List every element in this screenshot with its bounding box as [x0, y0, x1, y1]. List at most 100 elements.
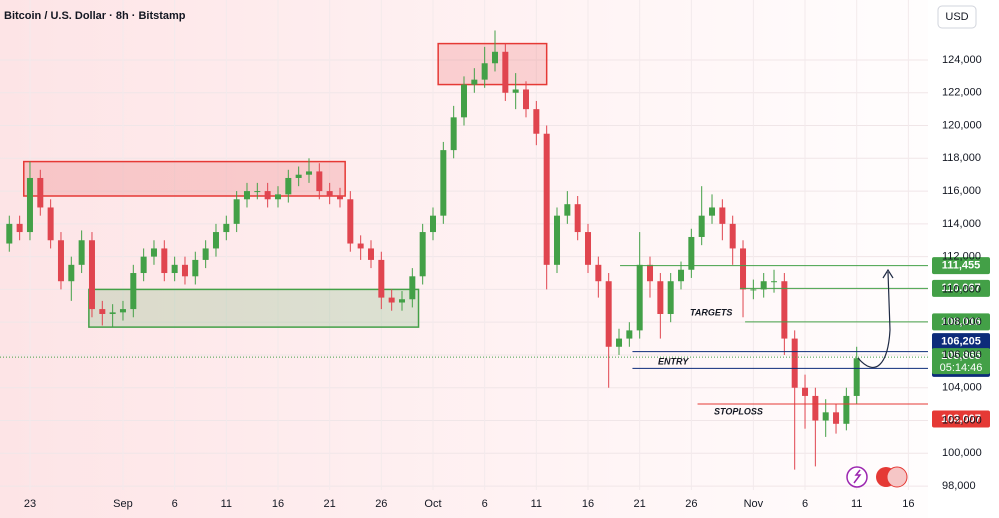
candle-body	[161, 248, 168, 274]
candle-body	[336, 196, 343, 200]
candle-body	[347, 199, 354, 244]
candle-body	[254, 191, 261, 193]
candle-body	[471, 79, 478, 85]
candle-body	[502, 51, 509, 93]
candle-body	[450, 117, 457, 151]
zone	[88, 288, 420, 328]
candle-body	[57, 240, 64, 282]
chart-title: Bitcoin / U.S. Dollar · 8h · Bitstamp	[4, 10, 186, 22]
annotation: TARGETS	[690, 307, 732, 317]
candle-body	[378, 259, 385, 298]
candle-body	[295, 174, 302, 178]
y-tick-label: 116,000	[942, 185, 981, 197]
price-label-text: 111,455	[942, 259, 981, 271]
candle-body	[6, 223, 13, 244]
price-label-text: 106,205	[941, 336, 981, 348]
candle-body	[233, 199, 240, 224]
arrow-head	[882, 268, 894, 279]
candle-body	[585, 232, 592, 265]
x-tick-label: 21	[324, 498, 336, 510]
price-label-box	[932, 313, 990, 331]
y-tick-label: 100,000	[942, 447, 982, 459]
candle-body	[150, 248, 157, 257]
y-tick-label: 112,000	[942, 251, 981, 263]
x-tick-label: 6	[482, 498, 488, 510]
x-tick-label: 23	[24, 498, 36, 510]
x-tick-label: Oct	[424, 498, 441, 510]
candle-body	[554, 215, 561, 265]
icon-glyph	[853, 469, 862, 484]
x-tick-label: 11	[851, 498, 862, 510]
candle-body	[192, 259, 199, 277]
price-label: 106,205	[932, 333, 990, 351]
candle-body	[357, 243, 364, 249]
candle-body	[802, 387, 809, 396]
candle-body	[760, 281, 767, 290]
candle-body	[740, 248, 747, 290]
candle-body	[130, 273, 137, 310]
candle-body	[595, 264, 602, 282]
candle-body	[326, 191, 333, 196]
price-label-box	[932, 333, 990, 351]
candle-body	[264, 191, 271, 200]
candle-body	[533, 109, 540, 134]
candle-body	[140, 256, 147, 274]
candle-body	[729, 223, 736, 249]
x-tick-label: 26	[375, 498, 387, 510]
candle-body	[492, 51, 499, 64]
y-tick-label: 122,000	[942, 87, 982, 99]
candle-body	[47, 207, 54, 241]
candle-body	[419, 232, 426, 277]
price-label: 103,007	[932, 410, 990, 428]
y-tick-label: 124,000	[942, 54, 982, 66]
y-tick-label: 118,000	[942, 152, 981, 164]
price-label: 110,067	[932, 279, 990, 297]
x-tick-label: 6	[802, 498, 808, 510]
candle-body	[512, 89, 519, 93]
y-tick-label: 114,000	[942, 218, 981, 230]
currency-box[interactable]	[937, 5, 977, 29]
y-tick-label: 102,000	[942, 414, 982, 426]
last-price-box	[932, 348, 990, 375]
candle-body	[398, 299, 405, 303]
candle-body	[626, 330, 633, 339]
candle-body	[688, 236, 695, 270]
candle-body	[636, 264, 643, 331]
icon[interactable]	[886, 466, 908, 488]
y-tick-label: 98,000	[942, 480, 976, 492]
price-label-text: 108,016	[941, 316, 981, 328]
candle-body	[88, 240, 95, 310]
candle-body	[367, 248, 374, 260]
y-tick-label: 106,000	[942, 349, 982, 361]
candle-body	[574, 204, 581, 233]
candle-body	[523, 89, 530, 110]
candle-body	[616, 338, 623, 347]
candle-body	[109, 312, 116, 314]
candle-body	[709, 207, 716, 216]
currency[interactable]: USD	[945, 11, 968, 23]
candle-body	[781, 281, 788, 339]
candle-body	[181, 264, 188, 277]
candle-body	[461, 84, 467, 118]
x-tick-label: 16	[272, 498, 284, 510]
candle-body	[37, 177, 44, 208]
candle-body	[429, 215, 436, 233]
candle-body	[771, 281, 778, 283]
candle-body	[853, 358, 860, 396]
candle-body	[698, 215, 705, 237]
candle-body	[667, 281, 674, 314]
candle-body	[647, 264, 654, 282]
annotation: STOPLOSS	[714, 406, 763, 416]
x-tick-label: 11	[221, 498, 232, 510]
candle-body	[409, 276, 416, 300]
x-tick-label: 16	[582, 498, 594, 510]
price-label-text: 110,067	[941, 282, 980, 294]
x-tick-label: Sep	[113, 498, 133, 510]
candle-body	[481, 63, 488, 80]
candle-body	[212, 232, 219, 249]
candle-body	[388, 297, 395, 303]
countdown: 05:14:46	[940, 362, 983, 374]
candle-body	[78, 240, 85, 265]
icon[interactable]	[846, 466, 868, 488]
